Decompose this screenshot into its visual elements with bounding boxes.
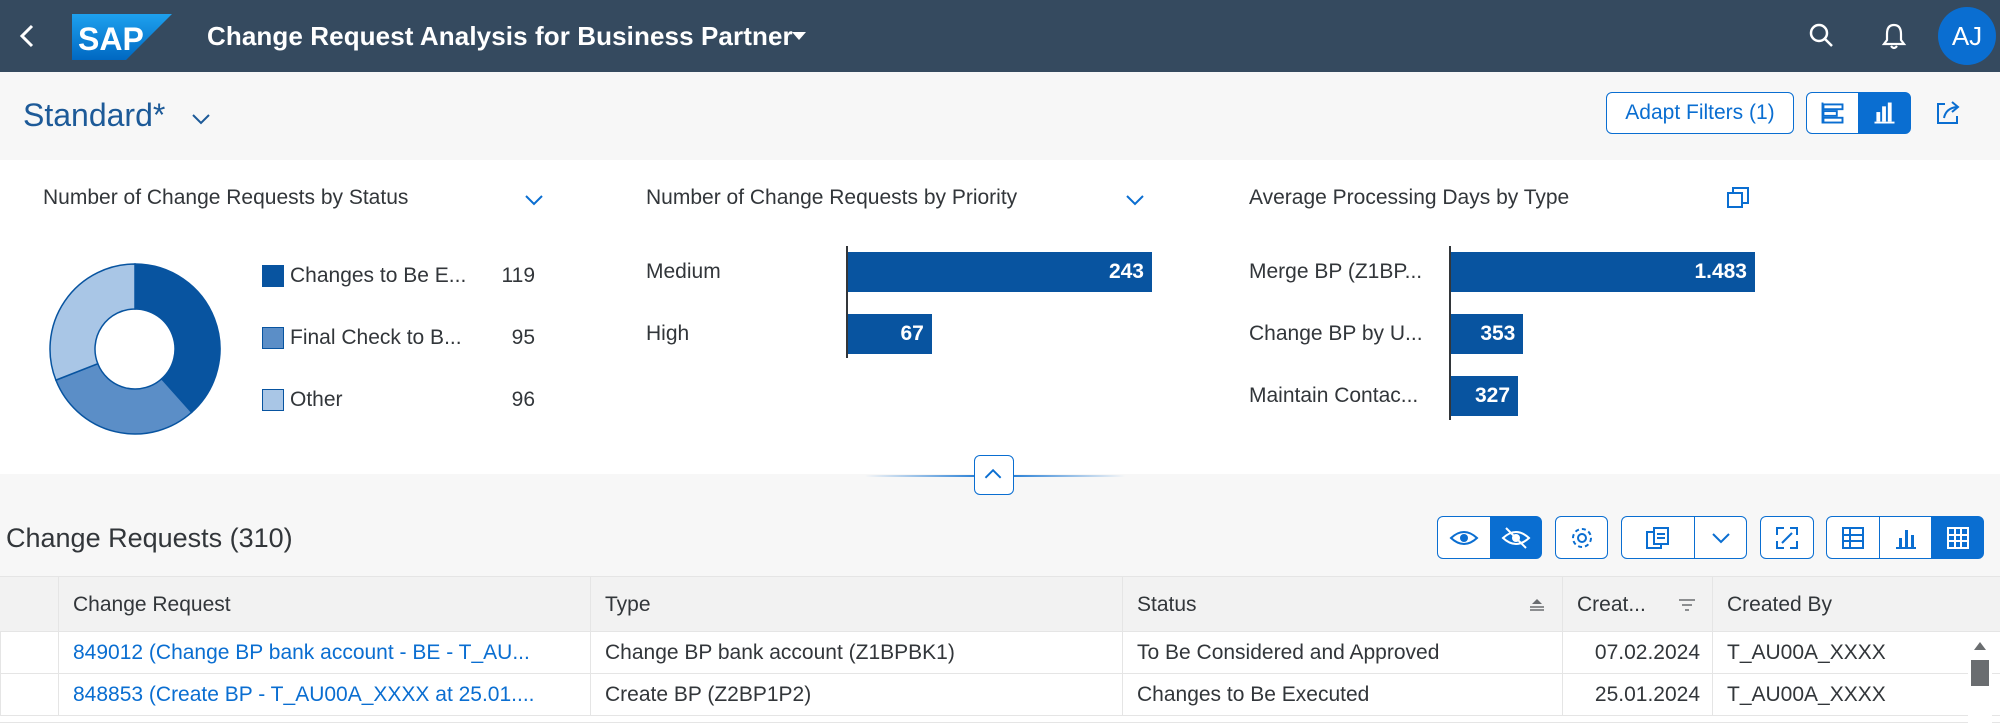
legend-swatch [262,389,284,411]
legend-swatch [262,327,284,349]
copy-icon[interactable] [1726,186,1750,210]
hide-details-button[interactable] [1490,516,1542,559]
bar-high[interactable]: 67 [848,314,932,354]
filter-list-icon [1821,102,1844,124]
back-arrow-icon[interactable] [12,20,44,52]
bar-label-maintain: Maintain Contac... [1249,384,1419,407]
bar-label-high: High [646,322,690,345]
priority-chart-title: Number of Change Requests by Priority [646,186,1018,209]
created-on-cell: 07.02.2024 [1562,632,1712,674]
bar-medium[interactable]: 243 [848,252,1152,292]
donut-slice[interactable] [49,263,136,382]
chart-table-view-button[interactable] [1826,516,1880,559]
sort-icon [1530,599,1544,611]
chevron-up-icon [984,468,1002,479]
table-grid-icon [1946,526,1969,549]
export-button[interactable] [1621,516,1695,559]
shell-bar: SAP Change Request Analysis for Business… [0,0,2000,72]
bar-merge[interactable]: 1.483 [1451,252,1755,292]
row-selector[interactable] [0,632,58,674]
legend-label[interactable]: Final Check to B... [290,326,462,349]
table-row[interactable]: 848853 (Create BP - T_AU00A_XXXX at 25.0… [0,674,2000,716]
column-header-status-label: Status [1137,593,1197,616]
created-by-cell: T_AU00A_XXXX [1712,674,1968,716]
chart-table-icon [1842,526,1864,549]
table-row[interactable] [0,716,2000,723]
legend-label[interactable]: Other [290,388,343,411]
chart-axis [846,246,848,358]
status-donut-chart[interactable] [48,262,222,436]
status-cell: To Be Considered and Approved [1122,632,1562,674]
created-by-cell: T_AU00A_XXXX [1712,632,1968,674]
sap-logo-text: SAP [78,21,144,57]
collapse-header-button[interactable] [974,455,1014,495]
chart-view-button[interactable] [1879,516,1932,559]
created-on-cell: 25.01.2024 [1562,674,1712,716]
row-selector[interactable] [0,674,58,716]
page-header: Standard* Adapt Filters (1) [0,72,2000,160]
donut-slice[interactable] [54,362,193,435]
change-request-link[interactable]: 849012 (Change BP bank account - BE - T_… [58,632,590,674]
filter-icon [1679,599,1695,611]
processing-chart-title: Average Processing Days by Type [1249,186,1570,209]
variant-title[interactable]: Standard* [23,97,166,133]
legend-value: 96 [511,388,535,411]
scroll-up-icon[interactable] [1972,640,1988,652]
bell-icon[interactable] [1876,18,1912,54]
caret-down-icon[interactable] [790,29,808,43]
type-cell: Change BP bank account (Z1BPBK1) [590,632,1122,674]
legend-swatch [262,265,284,287]
bar-chart-icon [1874,102,1895,124]
app-title[interactable]: Change Request Analysis for Business Par… [207,21,793,51]
adapt-filters-button[interactable]: Adapt Filters (1) [1606,92,1794,134]
bar-chart-icon [1895,529,1916,549]
visual-filters-toggle[interactable] [1858,92,1911,134]
legend-value: 95 [511,326,535,349]
table-header: Change Request Type Status Creat... Crea… [0,576,2000,633]
chevron-down-icon[interactable] [1124,193,1146,207]
search-icon[interactable] [1804,18,1840,54]
column-header-change-request[interactable]: Change Request [58,577,590,633]
eye-icon [1449,530,1479,545]
legend-value: 119 [501,264,535,287]
status-cell: Changes to Be Executed [1122,674,1562,716]
bar-maintain[interactable]: 327 [1451,376,1519,416]
show-details-button[interactable] [1437,516,1491,559]
table-settings-button[interactable] [1555,516,1608,559]
status-chart-title: Number of Change Requests by Status [43,186,409,209]
column-header-created-on[interactable]: Creat... [1562,577,1712,633]
bar-change[interactable]: 353 [1451,314,1524,354]
bar-label-change: Change BP by U... [1249,322,1423,345]
type-cell: Create BP (Z2BP1P2) [590,674,1122,716]
sap-logo[interactable]: SAP [72,14,172,60]
legend-label[interactable]: Changes to Be E... [290,264,467,287]
table-row[interactable]: 849012 (Change BP bank account - BE - T_… [0,632,2000,674]
column-header-status[interactable]: Status [1122,577,1562,633]
chart-axis [1449,246,1451,420]
chevron-down-icon [1711,532,1730,543]
column-header-created-on-label: Creat... [1577,593,1646,616]
change-request-link[interactable]: 848853 (Create BP - T_AU00A_XXXX at 25.0… [58,674,590,716]
table-title: Change Requests (310) [6,523,293,553]
bar-label-medium: Medium [646,260,721,283]
share-icon[interactable] [1933,98,1963,128]
compact-filters-toggle[interactable] [1806,92,1859,134]
chevron-down-icon[interactable] [523,193,545,207]
chevron-down-icon[interactable] [190,112,212,126]
table-view-button[interactable] [1931,516,1984,559]
export-menu-button[interactable] [1694,516,1747,559]
bar-label-merge: Merge BP (Z1BP... [1249,260,1423,283]
column-header-type[interactable]: Type [590,577,1122,633]
user-avatar[interactable]: AJ [1938,7,1996,65]
scrollbar-thumb[interactable] [1971,660,1989,686]
eye-hidden-icon [1501,526,1531,549]
donut-slice[interactable] [134,263,221,414]
visual-filter-bar: Number of Change Requests by Status Chan… [0,160,2000,474]
fullscreen-button[interactable] [1760,516,1814,559]
column-header-created-by[interactable]: Created By [1712,577,1968,633]
export-icon [1646,526,1669,549]
fullscreen-icon [1776,526,1798,549]
gear-icon [1571,527,1592,548]
